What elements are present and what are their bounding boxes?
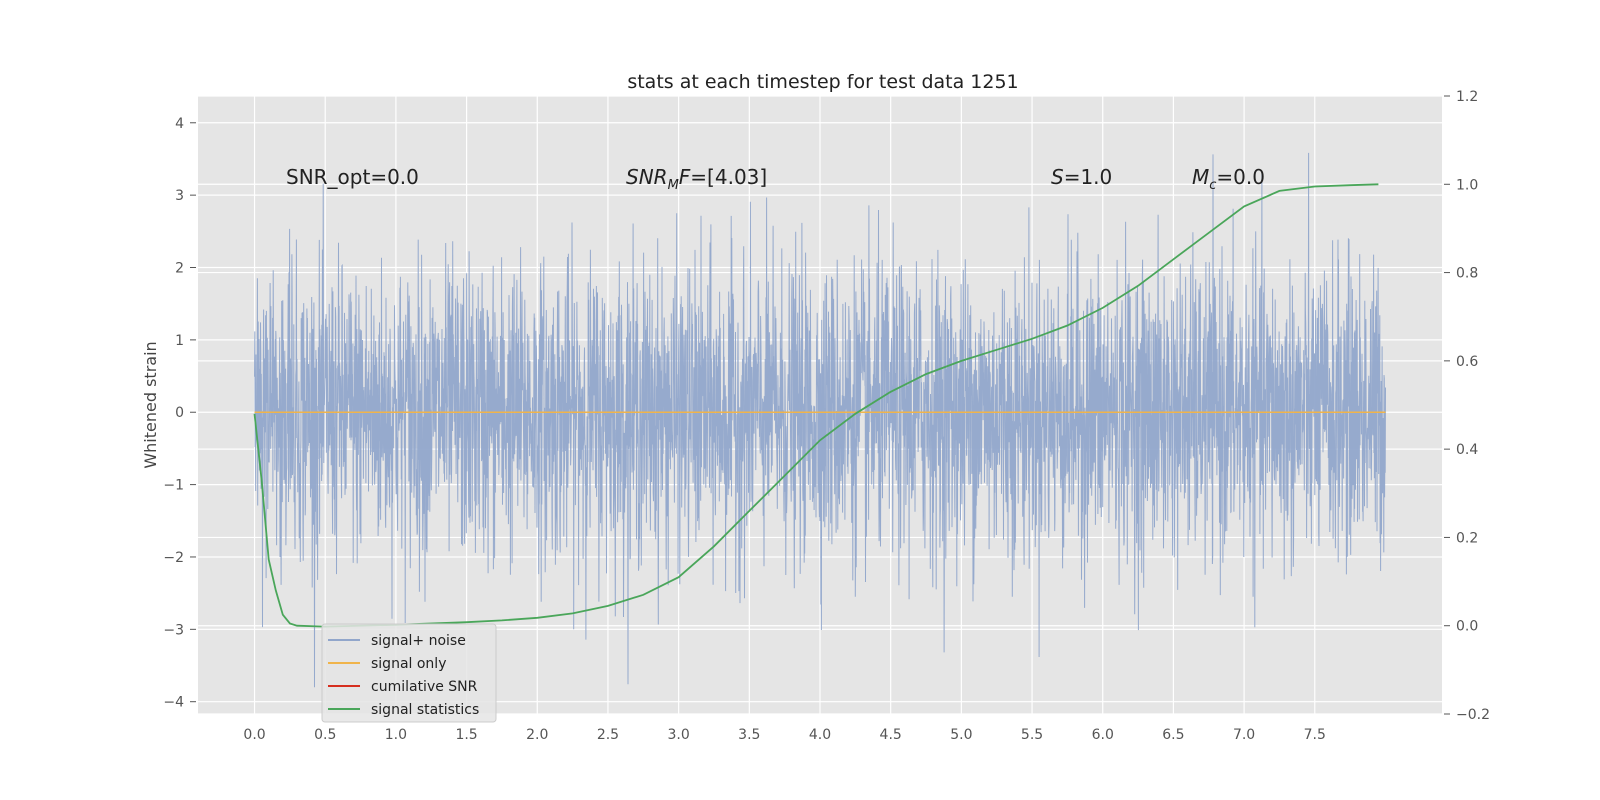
x-tick-label: 2.0 xyxy=(526,727,548,743)
y-axis-ticks: −4 −3 −2 −1 0 1 2 3 4 xyxy=(163,116,196,711)
annotation-s: S=1.0 xyxy=(1051,165,1112,189)
line-series-layer xyxy=(253,183,1386,628)
annotation-snr-mf-sub: M xyxy=(668,178,679,193)
y2-tick-label: 1.2 xyxy=(1456,89,1478,105)
annotation-snr-mf-value: =[4.03] xyxy=(690,165,767,189)
y2-axis-ticks: −0.2 0.0 0.2 0.4 0.6 0.8 1.0 1.2 xyxy=(1444,89,1490,723)
legend-label-signal-only: signal only xyxy=(371,656,446,672)
x-tick-label: 7.0 xyxy=(1233,727,1255,743)
y2-tick-label: 0.4 xyxy=(1456,442,1478,458)
y2-tick-label: 1.0 xyxy=(1456,177,1478,193)
x-tick-label: 3.0 xyxy=(668,727,690,743)
x-tick-label: 1.5 xyxy=(455,727,477,743)
legend-label-signal-noise: signal+ noise xyxy=(371,633,466,649)
annotation-mc-var: M xyxy=(1192,165,1209,189)
legend-box xyxy=(321,623,497,723)
y2-tick-label: 0.8 xyxy=(1456,266,1478,282)
y-axis-label: Whitened strain xyxy=(141,341,160,468)
annotation-s-value: =1.0 xyxy=(1064,165,1113,189)
y-tick-label: 1 xyxy=(175,333,184,349)
y-tick-label: −1 xyxy=(163,478,184,494)
y2-tick-label: 0.2 xyxy=(1456,530,1478,546)
x-tick-label: 7.5 xyxy=(1304,727,1326,743)
annotation-s-var: S xyxy=(1051,165,1064,189)
annotation-mc-value: =0.0 xyxy=(1216,165,1265,189)
legend-label-cumilative-snr: cumilative SNR xyxy=(371,679,478,695)
signal-statistics-line xyxy=(253,183,1379,628)
annotation-snr-opt: SNR_opt=0.0 xyxy=(286,165,419,189)
x-tick-label: 2.5 xyxy=(597,727,619,743)
y2-tick-label: 0.0 xyxy=(1456,619,1478,635)
y2-tick-label: −0.2 xyxy=(1456,707,1490,723)
y-tick-label: 0 xyxy=(175,405,184,421)
annotation-snr-mf: SNRMF=[4.03] xyxy=(626,165,767,193)
x-tick-label: 3.5 xyxy=(738,727,760,743)
chart-title: stats at each timestep for test data 125… xyxy=(627,71,1018,93)
x-tick-label: 4.0 xyxy=(809,727,831,743)
annotation-snr-mf-prefix: SNR xyxy=(626,165,668,189)
legend-label-signal-statistics: signal statistics xyxy=(371,702,479,718)
legend: signal+ noise signal only cumilative SNR… xyxy=(321,623,497,723)
y-tick-label: −4 xyxy=(163,695,184,711)
y-tick-label: 2 xyxy=(175,261,184,277)
annotation-mc: Mc=0.0 xyxy=(1192,165,1265,193)
y-tick-label: −3 xyxy=(163,622,184,638)
y2-tick-label: 0.6 xyxy=(1456,354,1478,370)
x-tick-label: 6.0 xyxy=(1092,727,1114,743)
x-axis-ticks: 0.0 0.5 1.0 1.5 2.0 2.5 3.0 3.5 4.0 4.5 5.0 5.5 6.0 6… xyxy=(243,727,1325,743)
annotation-mc-sub: c xyxy=(1209,178,1216,193)
series-signal-noise xyxy=(254,152,1386,688)
x-tick-label: 0.5 xyxy=(314,727,336,743)
x-tick-label: 6.5 xyxy=(1162,727,1184,743)
y-tick-label: 4 xyxy=(175,116,184,132)
y-tick-label: −2 xyxy=(163,550,184,566)
signal-noise-line xyxy=(254,152,1386,688)
x-tick-label: 0.0 xyxy=(243,727,265,743)
x-tick-label: 5.5 xyxy=(1021,727,1043,743)
y-tick-label: 3 xyxy=(175,188,184,204)
annotation-snr-mf-f: F xyxy=(679,165,691,189)
x-tick-label: 4.5 xyxy=(880,727,902,743)
x-tick-label: 1.0 xyxy=(385,727,407,743)
x-tick-label: 5.0 xyxy=(950,727,972,743)
